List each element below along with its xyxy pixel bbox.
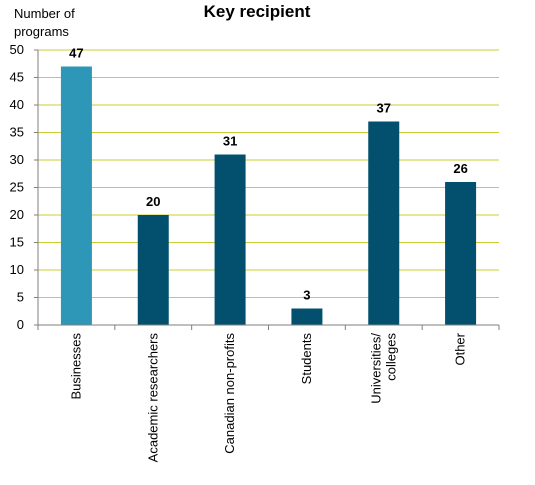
data-label: 20 [146,194,160,209]
y-tick-labels: 0 5 10 15 20 25 30 35 40 45 50 [10,42,38,332]
y-tick-label: 10 [10,262,24,277]
y-axis-label-line-2: programs [14,24,69,39]
y-tick-label: 5 [17,290,24,305]
y-tick-label: 0 [17,317,24,332]
gridlines [38,49,499,298]
data-label: 3 [303,288,310,303]
y-tick-label: 45 [10,70,24,85]
data-label: 31 [223,134,237,149]
category-label: Other [453,332,468,365]
y-tick-label: 30 [10,152,24,167]
y-tick-label: 35 [10,125,24,140]
axes [37,50,500,330]
bar [445,182,477,325]
y-tick-label: 50 [10,42,24,57]
data-label: 37 [377,101,391,116]
y-tick-label: 20 [10,207,24,222]
data-label: 26 [453,161,467,176]
y-tick-label: 40 [10,97,24,112]
y-tick-label: 15 [10,235,24,250]
category-label: Students [299,333,314,385]
data-label: 47 [69,46,83,61]
chart-title: Key recipient [204,2,311,21]
y-tick-label: 25 [10,180,24,195]
category-labels: Businesses Academic researchers Canadian n… [68,332,467,462]
bar [60,66,92,325]
bar [214,154,246,325]
data-labels: 47 20 31 3 37 26 [69,46,468,303]
bars [60,66,477,325]
bar [368,121,400,325]
category-label: Universities/ [368,333,383,404]
bar [291,308,323,325]
category-label: Canadian non-profits [222,333,237,454]
bar [137,215,169,325]
category-label: Academic researchers [145,333,160,463]
category-label: Businesses [68,333,83,400]
y-axis-label-line-1: Number of [14,6,75,21]
category-label: colleges [383,333,398,381]
